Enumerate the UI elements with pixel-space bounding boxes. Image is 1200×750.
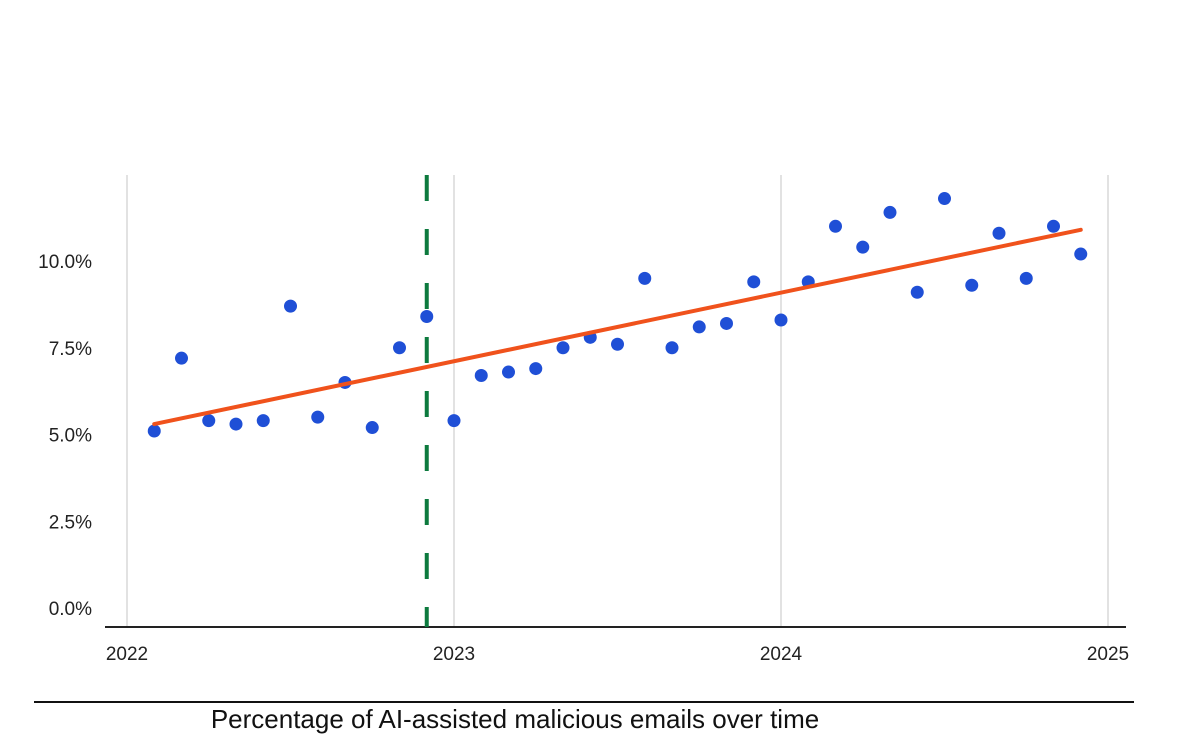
data-point [856, 240, 870, 254]
data-point [474, 369, 488, 383]
y-tick-label: 5.0% [49, 426, 92, 447]
data-point [502, 365, 515, 379]
scatter-chart: 2022 2023 2024 2025 0.0% 2.5% 5.0% 7.5% 10.0% [38, 175, 1129, 665]
data-point [556, 341, 570, 355]
data-point [965, 278, 979, 292]
data-point [311, 410, 325, 424]
data-point [1019, 271, 1033, 285]
data-point [938, 192, 951, 206]
trend-line [152, 227, 1083, 427]
y-tick-label: 7.5% [49, 339, 92, 360]
data-point [992, 226, 1006, 240]
y-tick-label: 10.0% [38, 252, 92, 273]
data-point [774, 313, 788, 327]
data-point [229, 417, 243, 431]
data-point [202, 414, 216, 428]
data-point [284, 299, 297, 313]
data-point [1047, 219, 1060, 233]
data-point [393, 341, 406, 355]
data-point [692, 320, 706, 334]
data-point [638, 271, 652, 285]
chart-caption: Percentage of AI-assisted malicious emai… [210, 704, 820, 734]
data-point [175, 351, 188, 365]
caption-rule [34, 701, 1134, 703]
y-tick-label: 0.0% [49, 599, 92, 620]
data-point [1074, 247, 1088, 261]
data-point [747, 275, 761, 289]
data-point [611, 337, 624, 351]
data-point [365, 421, 379, 435]
data-point [665, 341, 679, 355]
y-tick-label: 2.5% [49, 512, 92, 533]
data-point [720, 316, 733, 330]
data-point [529, 362, 543, 376]
data-point [829, 219, 842, 233]
data-point [256, 414, 270, 428]
x-tick-label-2025: 2025 [1087, 644, 1129, 665]
data-point [883, 205, 897, 219]
data-point [420, 310, 434, 324]
x-tick-label-2024: 2024 [760, 644, 803, 665]
x-tick-label-2022: 2022 [106, 644, 148, 665]
x-tick-label-2023: 2023 [433, 644, 475, 665]
data-point [447, 414, 461, 428]
data-point [910, 285, 924, 299]
data-point [147, 424, 161, 438]
